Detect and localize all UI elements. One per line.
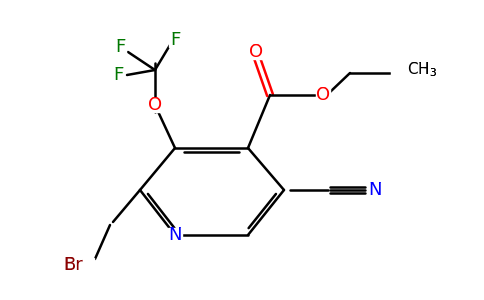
Text: N: N (368, 181, 382, 199)
Text: F: F (170, 31, 180, 49)
Text: O: O (148, 96, 162, 114)
Bar (316, 88, 330, 102)
Bar (114, 40, 126, 54)
Bar (249, 45, 263, 59)
Bar (168, 228, 182, 242)
Text: CH$_3$: CH$_3$ (407, 61, 437, 79)
Bar (148, 98, 162, 112)
Text: N: N (168, 226, 182, 244)
Text: O: O (249, 43, 263, 61)
Bar (112, 68, 124, 82)
Text: F: F (115, 38, 125, 56)
Text: F: F (113, 66, 123, 84)
Text: O: O (316, 86, 330, 104)
Text: Br: Br (63, 256, 83, 274)
Bar (72, 258, 94, 272)
Text: N: N (368, 181, 382, 199)
Text: O: O (148, 96, 162, 114)
Text: F: F (170, 31, 180, 49)
Text: O: O (249, 43, 263, 61)
Bar (368, 183, 382, 197)
Bar (169, 33, 181, 47)
Text: F: F (115, 38, 125, 56)
Text: CH$_3$: CH$_3$ (407, 61, 437, 79)
Text: N: N (168, 226, 182, 244)
Text: O: O (316, 86, 330, 104)
Text: F: F (113, 66, 123, 84)
Bar (391, 63, 423, 77)
Text: Br: Br (63, 256, 83, 274)
